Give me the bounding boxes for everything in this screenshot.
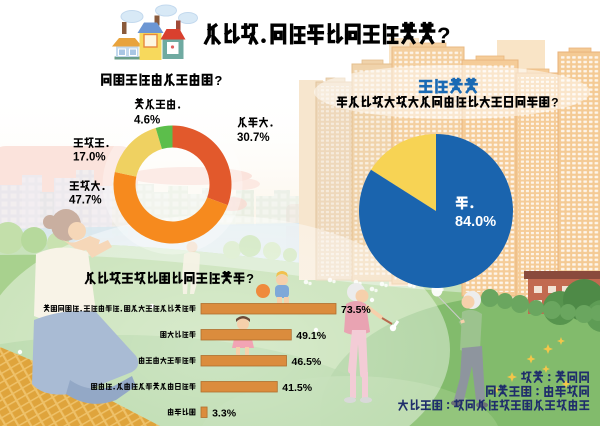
svg-text:30.7%: 30.7%: [237, 132, 270, 144]
svg-text:73.5%: 73.5%: [341, 304, 371, 316]
svg-text:?: ?: [437, 23, 451, 48]
svg-text:?: ?: [551, 96, 558, 110]
svg-text:84.0%: 84.0%: [455, 214, 496, 230]
svg-text:?: ?: [246, 271, 254, 286]
svg-text:?: ?: [214, 73, 222, 88]
svg-text:47.7%: 47.7%: [69, 195, 102, 207]
svg-text:4.6%: 4.6%: [134, 115, 160, 127]
svg-text:41.5%: 41.5%: [282, 382, 312, 394]
svg-text:3.3%: 3.3%: [212, 407, 237, 419]
svg-text:46.5%: 46.5%: [292, 356, 322, 368]
svg-text:49.1%: 49.1%: [296, 330, 326, 342]
svg-text:17.0%: 17.0%: [73, 152, 106, 164]
